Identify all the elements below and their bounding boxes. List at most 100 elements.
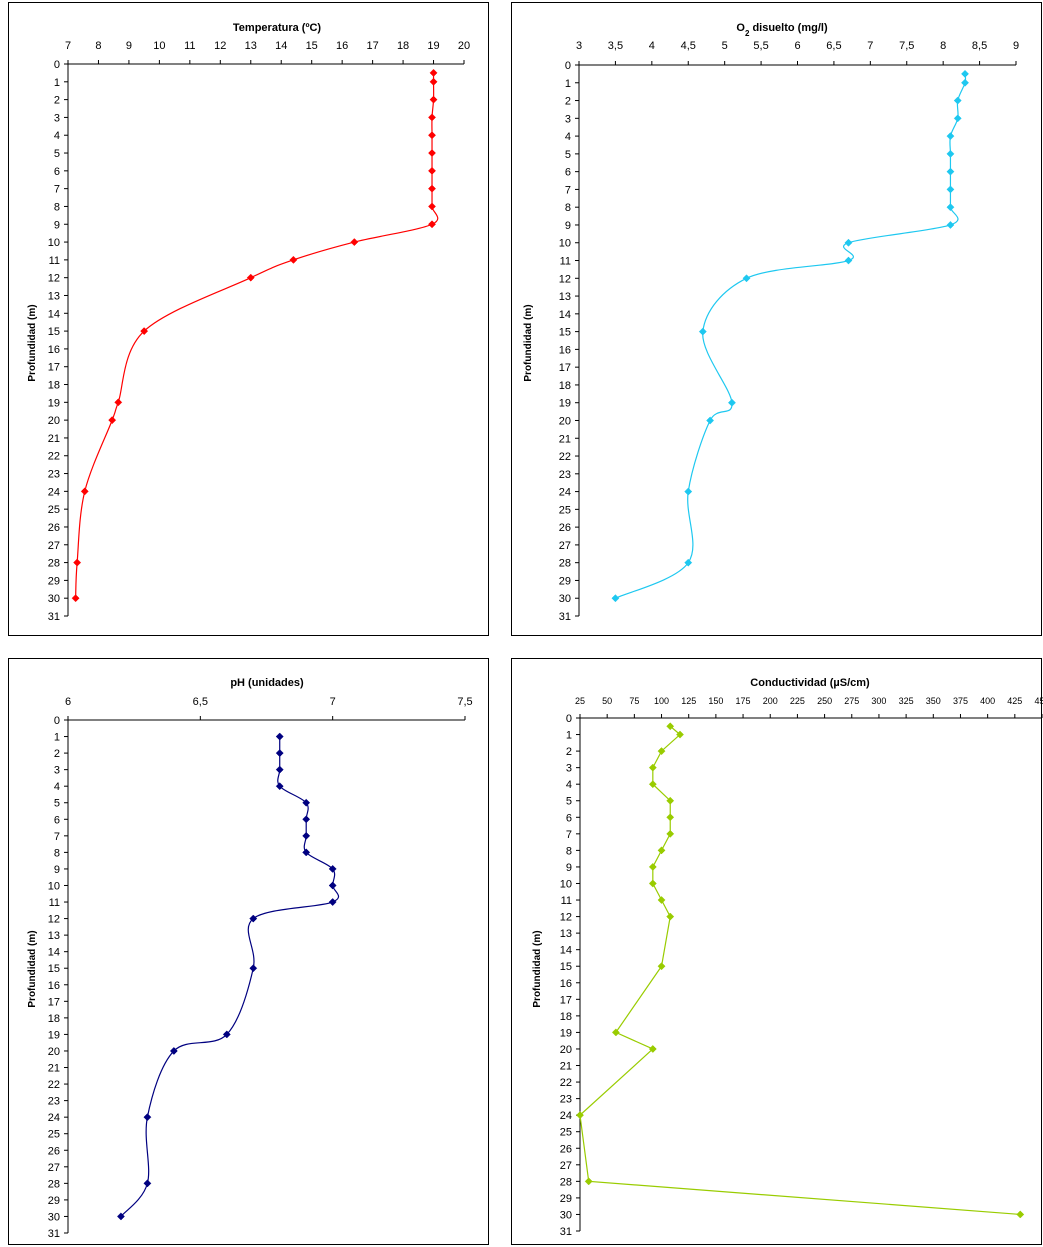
data-point-marker: [648, 862, 657, 871]
data-point-marker: [222, 1030, 231, 1039]
y-tick-label: 17: [48, 362, 60, 374]
y-tick-label: 3: [54, 112, 60, 124]
y-tick-label: 10: [48, 237, 60, 249]
data-point-marker: [844, 238, 853, 247]
data-point-marker: [428, 166, 436, 175]
data-point-marker: [73, 558, 82, 567]
data-point-marker: [698, 327, 707, 336]
x-tick-label: 100: [654, 696, 669, 706]
data-point-marker: [275, 749, 284, 758]
data-point-marker: [114, 398, 123, 407]
data-point-marker: [676, 730, 684, 739]
y-tick-label: 26: [48, 1145, 60, 1157]
x-tick-label: 8: [95, 40, 101, 52]
temperature-chart: Temperatura (ºC) Profundidad (m) 7 8 9 10 11…: [27, 22, 470, 623]
x-tick-label: 6,5: [193, 696, 208, 708]
y-tick-label: 20: [559, 415, 571, 427]
data-point-marker: [657, 747, 666, 756]
y-tick-label: 0: [54, 715, 60, 727]
y-tick-label: 18: [560, 1011, 572, 1023]
y-tick-label: 25: [559, 504, 571, 516]
y-tick-label: 28: [48, 558, 60, 570]
x-tick-label: 7,5: [457, 696, 472, 708]
series-line: [75, 72, 439, 599]
y-tick-label: 18: [48, 380, 60, 392]
y-tick-label: 2: [54, 748, 60, 760]
y-tick-label: 20: [48, 1046, 60, 1058]
data-point-marker: [657, 896, 666, 904]
y-tick-label: 6: [54, 166, 60, 178]
data-point-marker: [71, 594, 80, 603]
x-tick-label: 5,5: [753, 40, 768, 52]
y-tick-label: 21: [559, 433, 571, 445]
y-tick-label: 15: [48, 963, 60, 975]
x-tick-label: 10: [153, 40, 165, 52]
series-line: [120, 736, 340, 1217]
y-tick-label: 4: [565, 131, 571, 143]
y-tick-label: 10: [559, 238, 571, 250]
y-tick-label: 27: [48, 540, 60, 552]
y-tick-label: 13: [48, 290, 60, 302]
y-tick-label: 11: [560, 256, 571, 268]
x-tick-label: 4: [649, 40, 655, 52]
data-point-marker: [648, 780, 657, 789]
y-tick-label: 6: [565, 167, 571, 179]
y-tick-label: 24: [48, 1112, 60, 1124]
y-axis-label: Profundidad (m): [532, 930, 543, 1007]
data-point-marker: [140, 327, 149, 336]
data-point-marker: [727, 398, 736, 407]
x-tick-label: 15: [306, 40, 318, 52]
data-point-marker: [275, 765, 284, 774]
data-point-marker: [428, 149, 436, 157]
y-tick-label: 4: [566, 779, 572, 791]
y-tick-label: 16: [48, 344, 60, 356]
data-point-marker: [611, 594, 620, 603]
data-point-marker: [302, 848, 311, 857]
x-tick-label: 7: [65, 40, 71, 52]
temperature-chart-panel: Temperatura (ºC) Profundidad (m) 7 8 9 10 11…: [8, 2, 489, 636]
y-tick-label: 12: [48, 273, 60, 285]
y-tick-label: 19: [48, 1029, 60, 1041]
y-tick-label: 31: [48, 1228, 60, 1240]
data-point-marker: [742, 274, 751, 283]
y-tick-label: 8: [566, 845, 572, 857]
y-tick-label: 25: [560, 1127, 572, 1139]
y-tick-label: 17: [48, 996, 60, 1008]
y-tick-label: 24: [560, 1110, 572, 1122]
x-tick-label: 16: [336, 40, 348, 52]
data-point-marker: [428, 184, 436, 193]
data-point-marker: [350, 238, 359, 247]
x-tick-label: 8,5: [972, 40, 987, 52]
y-tick-label: 14: [560, 945, 572, 957]
y-tick-label: 1: [565, 78, 571, 90]
y-tick-label: 3: [565, 113, 571, 125]
y-tick-label: 5: [54, 148, 60, 160]
y-tick-label: 24: [48, 486, 60, 498]
data-point-marker: [648, 763, 657, 772]
data-point-marker: [666, 796, 675, 805]
data-point-marker: [302, 831, 311, 840]
conductivity-chart-panel: Conductividad (µS/cm) Profundidad (m) 25…: [511, 658, 1043, 1245]
data-point-marker: [946, 149, 955, 158]
data-point-marker: [108, 416, 117, 425]
y-axis-label: Profundidad (m): [27, 304, 38, 381]
data-point-marker: [429, 95, 438, 104]
y-tick-label: 6: [566, 812, 572, 824]
y-tick-label: 25: [48, 504, 60, 516]
data-point-marker: [684, 487, 693, 496]
y-tick-label: 31: [559, 611, 571, 623]
y-tick-label: 15: [560, 961, 572, 973]
data-point-marker: [1016, 1210, 1025, 1219]
data-point-marker: [946, 132, 955, 141]
y-tick-label: 22: [560, 1077, 572, 1089]
data-point-marker: [246, 273, 255, 282]
y-tick-label: 23: [48, 1096, 60, 1108]
x-tick-label: 75: [629, 696, 639, 706]
y-axis-label: Profundidad (m): [523, 304, 534, 381]
y-tick-label: 16: [559, 344, 571, 356]
data-point-marker: [657, 962, 666, 971]
y-tick-label: 23: [560, 1094, 572, 1106]
x-tick-label: 13: [245, 40, 257, 52]
x-tick-label: 200: [763, 696, 778, 706]
data-point-marker: [953, 96, 962, 105]
